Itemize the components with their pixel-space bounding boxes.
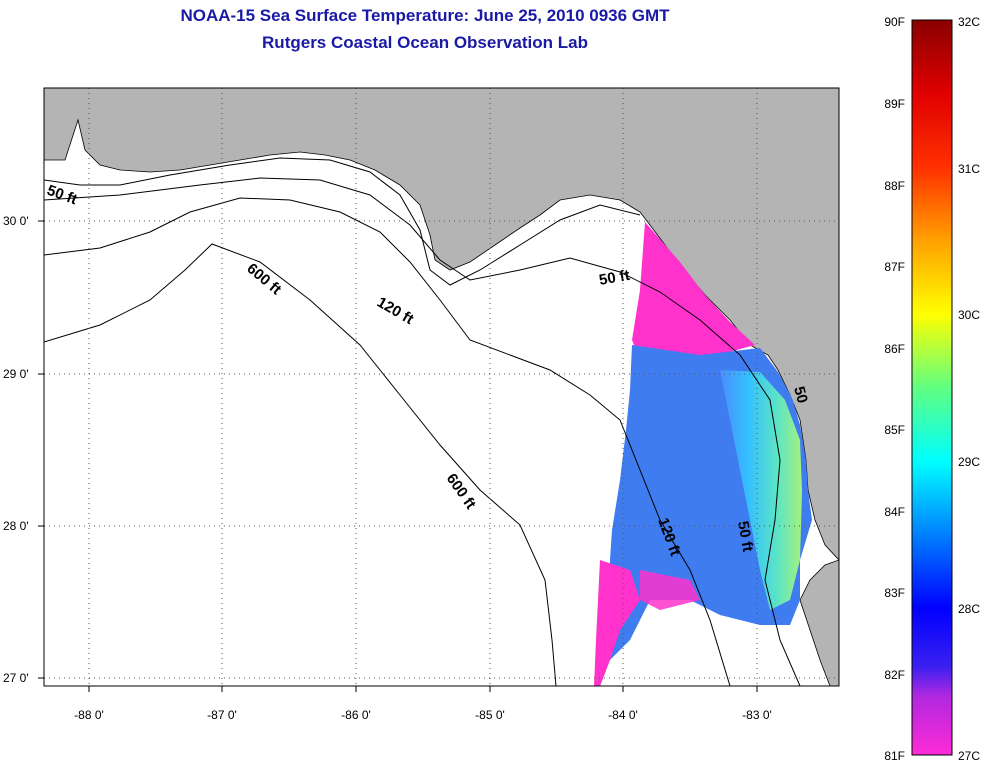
lon-label-84: -84 0' xyxy=(608,708,638,722)
map-title: NOAA-15 Sea Surface Temperature: June 25… xyxy=(180,6,670,25)
colorbar-c-28: 28C xyxy=(958,602,980,616)
sst-swath-pink-patch xyxy=(640,570,700,610)
map-subtitle: Rutgers Coastal Ocean Observation Lab xyxy=(262,33,588,52)
colorbar-f-90: 90F xyxy=(884,15,905,29)
colorbar xyxy=(911,19,953,756)
lat-label-28: 28 0' xyxy=(3,519,29,533)
lon-axis xyxy=(88,686,758,692)
colorbar-f-84: 84F xyxy=(884,505,905,519)
contour-600ft xyxy=(44,243,557,686)
colorbar-f-85: 85F xyxy=(884,423,905,437)
contour-label-50-edge: 50 xyxy=(790,385,811,406)
colorbar-f-86: 86F xyxy=(884,342,905,356)
lat-axis xyxy=(38,220,44,679)
land-south xyxy=(799,559,839,686)
lat-label-29: 29 0' xyxy=(3,367,29,381)
coastline xyxy=(44,157,641,286)
contour-120ft xyxy=(44,197,731,686)
colorbar-f-87: 87F xyxy=(884,260,905,274)
colorbar-c-32: 32C xyxy=(958,15,980,29)
colorbar-f-82: 82F xyxy=(884,668,905,682)
contour-label-50ft-lower: 50 ft xyxy=(734,520,756,553)
lat-label-27: 27 0' xyxy=(3,671,29,685)
lat-label-30: 30 0' xyxy=(3,214,29,228)
sst-swath-warm-band xyxy=(720,370,802,610)
colorbar-c-30: 30C xyxy=(958,308,980,322)
lon-label-86: -86 0' xyxy=(341,708,371,722)
colorbar-f-89: 89F xyxy=(884,97,905,111)
lon-label-85: -85 0' xyxy=(475,708,505,722)
contour-50ft xyxy=(44,177,801,686)
lon-label-87: -87 0' xyxy=(207,708,237,722)
land-area xyxy=(44,88,839,561)
sst-swath-pink-north xyxy=(632,222,755,360)
colorbar-f-81: 81F xyxy=(884,749,905,763)
colorbar-c-31: 31C xyxy=(958,162,980,176)
sst-swath-pink-south xyxy=(594,560,640,686)
colorbar-f-83: 83F xyxy=(884,586,905,600)
colorbar-c-29: 29C xyxy=(958,455,980,469)
lon-label-83: -83 0' xyxy=(742,708,772,722)
colorbar-f-88: 88F xyxy=(884,179,905,193)
colorbar-c-27: 27C xyxy=(958,749,980,763)
lon-label-88: -88 0' xyxy=(74,708,104,722)
